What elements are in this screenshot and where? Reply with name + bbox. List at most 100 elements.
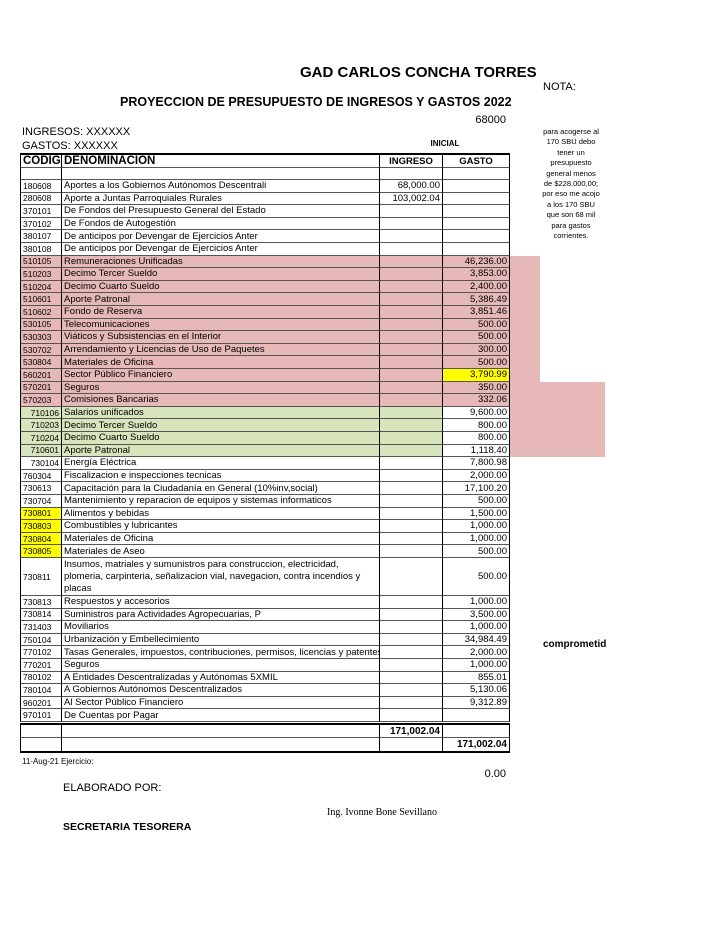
code: 510203 bbox=[20, 268, 62, 281]
denominacion: De anticipos por Devengar de Ejercicios … bbox=[62, 230, 380, 243]
code: 730811 bbox=[20, 558, 62, 596]
denominacion: Materiales de Oficina bbox=[62, 532, 380, 546]
gasto: 500.00 bbox=[443, 356, 510, 369]
denominacion: Mantenimiento y reparacion de equipos y … bbox=[62, 495, 380, 508]
ingreso: 68,000.00 bbox=[380, 180, 443, 193]
gasto: 1,000.00 bbox=[443, 520, 510, 533]
denominacion: Moviliarios bbox=[62, 621, 380, 634]
code: 570203 bbox=[20, 394, 62, 407]
code: 730803 bbox=[20, 520, 62, 533]
code: 960201 bbox=[20, 696, 62, 710]
ingreso bbox=[380, 696, 443, 710]
ingreso bbox=[380, 243, 443, 256]
gasto: 500.00 bbox=[443, 331, 510, 344]
total-cell bbox=[20, 723, 62, 738]
highlight bbox=[510, 268, 540, 281]
code: 370102 bbox=[20, 217, 62, 231]
gasto: 5,130.06 bbox=[443, 684, 510, 697]
gasto: 3,500.00 bbox=[443, 608, 510, 622]
ingreso bbox=[380, 482, 443, 495]
code: 510601 bbox=[20, 293, 62, 306]
denominacion: Fondo de Reserva bbox=[62, 306, 380, 319]
ingreso bbox=[380, 545, 443, 558]
denominacion: Comisiones Bancarias bbox=[62, 394, 380, 407]
total-cell: 171,002.04 bbox=[443, 738, 510, 753]
denominacion: Decimo Cuarto Sueldo bbox=[62, 280, 380, 294]
gasto: 1,500.00 bbox=[443, 507, 510, 521]
code: 780102 bbox=[20, 671, 62, 685]
gasto: 332.06 bbox=[443, 394, 510, 407]
ingreso bbox=[380, 306, 443, 319]
gasto: 3,853.00 bbox=[443, 268, 510, 281]
denominacion: De Fondos del Presupuesto General del Es… bbox=[62, 205, 380, 218]
denominacion: Decimo Tercer Sueldo bbox=[62, 268, 380, 281]
code: 970101 bbox=[20, 709, 62, 722]
denominacion: Remuneraciones Unificadas bbox=[62, 255, 380, 269]
ingreso bbox=[380, 684, 443, 697]
highlight bbox=[510, 444, 605, 458]
highlight bbox=[510, 343, 540, 357]
ingreso bbox=[380, 596, 443, 609]
note-line: general menos bbox=[546, 168, 596, 178]
ingreso bbox=[380, 532, 443, 546]
ingreso bbox=[380, 520, 443, 533]
note-line: para gastos bbox=[551, 220, 591, 230]
ingreso bbox=[380, 343, 443, 357]
figure: 68000 bbox=[475, 114, 506, 126]
gasto: 500.00 bbox=[443, 495, 510, 508]
denominacion: Energía Eléctrica bbox=[62, 457, 380, 470]
ingreso bbox=[380, 318, 443, 332]
ingreso bbox=[380, 406, 443, 420]
blank-cell bbox=[62, 168, 380, 180]
code: 280608 bbox=[20, 192, 62, 206]
highlight bbox=[510, 306, 540, 319]
blank-cell bbox=[380, 168, 443, 180]
highlight bbox=[510, 331, 540, 344]
denominacion: Telecomunicaciones bbox=[62, 318, 380, 332]
denominacion: Fiscalizacion e inspecciones tecnicas bbox=[62, 469, 380, 483]
ingreso bbox=[380, 356, 443, 369]
blank-cell bbox=[443, 168, 510, 180]
blank-cell bbox=[20, 168, 62, 180]
ingreso bbox=[380, 268, 443, 281]
prepared-by: ELABORADO POR: bbox=[63, 782, 162, 794]
gasto: 800.00 bbox=[443, 432, 510, 445]
ingreso bbox=[380, 457, 443, 470]
ingreso bbox=[380, 558, 443, 596]
ingreso bbox=[380, 709, 443, 722]
ingreso: 103,002.04 bbox=[380, 192, 443, 206]
highlight bbox=[510, 381, 605, 395]
denominacion: Materiales de Aseo bbox=[62, 545, 380, 558]
gasto bbox=[443, 180, 510, 193]
code: 750104 bbox=[20, 633, 62, 647]
code: 730104 bbox=[20, 457, 62, 470]
ingreso bbox=[380, 659, 443, 672]
code: 710106 bbox=[20, 406, 62, 420]
ingreso bbox=[380, 469, 443, 483]
denominacion: Capacitación para la Ciudadanía en Gener… bbox=[62, 482, 380, 495]
denominacion: Tasas Generales, impuestos, contribucion… bbox=[62, 646, 380, 659]
note-line: 170 SBU debo bbox=[546, 137, 596, 147]
highlight bbox=[510, 369, 540, 382]
note-line: por eso me acojo bbox=[542, 189, 600, 199]
code: 570201 bbox=[20, 381, 62, 395]
denominacion: Aporte Patronal bbox=[62, 444, 380, 458]
denominacion: Seguros bbox=[62, 381, 380, 395]
code: 380107 bbox=[20, 230, 62, 243]
denominacion: Arrendamiento y Licencias de Uso de Paqu… bbox=[62, 343, 380, 357]
ingreso bbox=[380, 293, 443, 306]
column-header: CODIGO bbox=[20, 153, 62, 168]
denominacion: Alimentos y bebidas bbox=[62, 507, 380, 521]
denominacion: Aportes a los Gobiernos Autónomos Descen… bbox=[62, 180, 380, 193]
ingreso bbox=[380, 646, 443, 659]
note-line: a los 170 SBU bbox=[547, 199, 595, 209]
gasto: 3,851.46 bbox=[443, 306, 510, 319]
code: 530105 bbox=[20, 318, 62, 332]
gasto: 9,312.89 bbox=[443, 696, 510, 710]
denominacion: Materiales de Oficina bbox=[62, 356, 380, 369]
gasto: 3,790.99 bbox=[443, 369, 510, 382]
ingreso bbox=[380, 255, 443, 269]
code: 730613 bbox=[20, 482, 62, 495]
ingreso bbox=[380, 331, 443, 344]
